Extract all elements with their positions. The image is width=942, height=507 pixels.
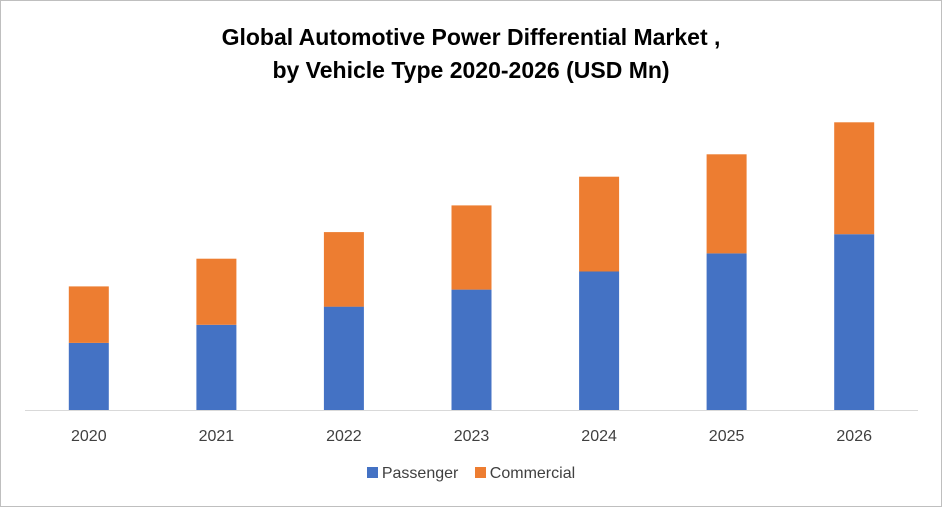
x-tick-label-2021: 2021: [199, 428, 235, 445]
legend: Passenger Commercial: [1, 465, 941, 483]
bar-commercial-2020: [68, 286, 109, 343]
chart-title-line-2: by Vehicle Type 2020-2026 (USD Mn): [272, 57, 670, 83]
x-tick-label-2023: 2023: [454, 428, 490, 445]
x-tick-label-2026: 2026: [836, 428, 872, 445]
x-tick-label-2022: 2022: [326, 428, 362, 445]
x-tick-label-2020: 2020: [71, 428, 107, 445]
bar-commercial-2022: [323, 232, 364, 307]
legend-item-commercial: Commercial: [474, 465, 576, 483]
legend-label-passenger: Passenger: [381, 465, 459, 482]
chart-title-line-1: Global Automotive Power Differential Mar…: [221, 24, 721, 50]
bar-commercial-2026: [834, 122, 875, 235]
bar-passenger-2021: [196, 324, 237, 410]
bar-commercial-2023: [451, 205, 492, 290]
legend-swatch-passenger: [366, 467, 378, 478]
bar-commercial-2021: [196, 258, 237, 325]
legend-swatch-commercial: [474, 467, 486, 478]
bar-commercial-2025: [706, 154, 747, 254]
bar-passenger-2025: [706, 253, 747, 410]
legend-item-passenger: Passenger: [366, 465, 459, 483]
bar-commercial-2024: [579, 176, 620, 272]
bar-passenger-2022: [323, 306, 364, 410]
bar-passenger-2020: [68, 342, 109, 410]
x-tick-label-2025: 2025: [709, 428, 745, 445]
bar-passenger-2023: [451, 289, 492, 410]
bar-passenger-2026: [834, 234, 875, 410]
chart-title: Global Automotive Power Differential Mar…: [1, 21, 941, 87]
x-tick-label-2024: 2024: [581, 428, 617, 445]
legend-label-commercial: Commercial: [489, 465, 576, 482]
bar-passenger-2024: [579, 271, 620, 410]
